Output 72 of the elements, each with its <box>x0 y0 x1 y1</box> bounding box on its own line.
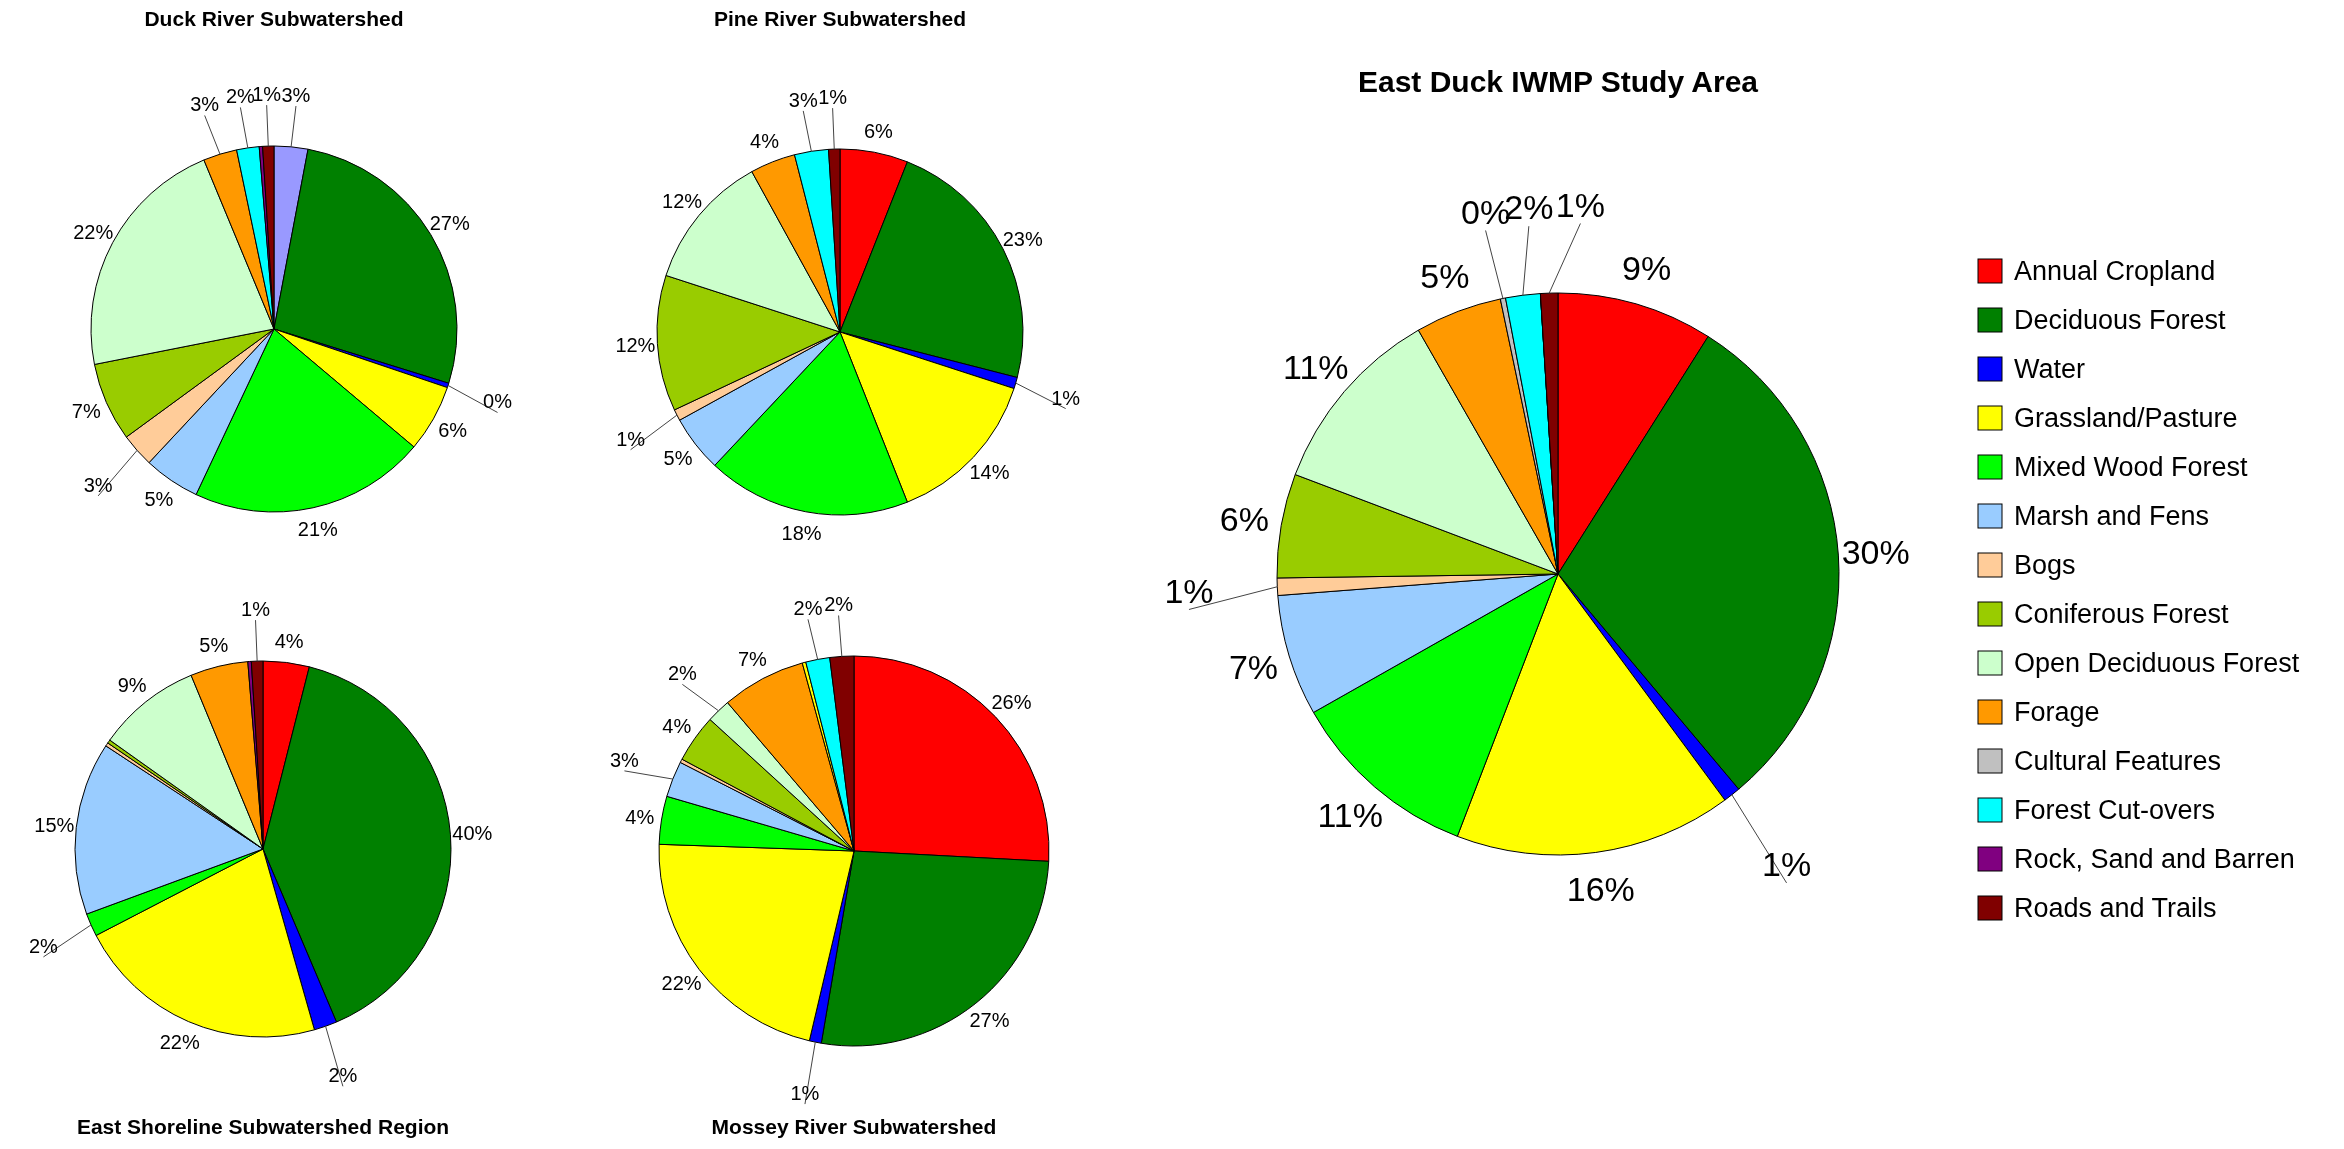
data-label: 7% <box>737 648 768 671</box>
data-label: 16% <box>1566 870 1635 909</box>
data-label: 2% <box>824 593 854 616</box>
data-label: 12% <box>662 190 703 213</box>
data-label: 7% <box>71 400 101 423</box>
data-label: 9% <box>1622 249 1672 288</box>
data-label: 2% <box>328 1064 358 1087</box>
legend-label: Rock, Sand and Barren <box>2014 844 2295 875</box>
data-label: 1% <box>241 598 271 621</box>
data-label: 3% <box>190 93 220 116</box>
data-label: 6% <box>438 418 468 441</box>
data-label: 7% <box>1228 647 1279 686</box>
legend-label: Bogs <box>2014 550 2076 581</box>
data-label: 27% <box>429 212 470 235</box>
legend-label: Roads and Trails <box>2014 893 2217 924</box>
data-label: 30% <box>1841 533 1910 572</box>
data-label: 0% <box>483 390 513 413</box>
legend-label: Forest Cut-overs <box>2014 795 2216 826</box>
data-label: 3% <box>281 84 311 107</box>
legend-label: Coniferous Forest <box>2014 599 2230 630</box>
data-label: 22% <box>661 971 702 994</box>
data-label: 5% <box>199 633 229 656</box>
legend-label: Mixed Wood Forest <box>2014 452 2249 483</box>
data-label: 4% <box>625 805 655 828</box>
data-label: 1% <box>818 86 848 109</box>
data-label: 11% <box>1283 348 1349 387</box>
legend-label: Marsh and Fens <box>2014 501 2210 532</box>
data-label: 27% <box>969 1009 1010 1032</box>
data-label: 4% <box>274 629 304 652</box>
data-label: 15% <box>34 814 75 837</box>
data-label: 1% <box>1164 571 1214 610</box>
data-label: 3% <box>609 748 640 771</box>
legend-label: Water <box>2014 354 2086 385</box>
legend-label: Forage <box>2014 697 2100 728</box>
legend-label: Annual Cropland <box>2014 256 2216 287</box>
chart-title: East Duck IWMP Study Area <box>1357 65 1759 98</box>
data-label: 1% <box>1555 185 1605 224</box>
data-label: 12% <box>615 333 656 356</box>
text: Mossey River Subwatershed <box>711 1115 997 1138</box>
data-label: 3% <box>83 473 113 496</box>
data-label: 9% <box>117 673 147 696</box>
data-label: 26% <box>991 690 1032 713</box>
data-label: 3% <box>788 88 818 111</box>
data-label: 21% <box>297 518 339 541</box>
data-label: 5% <box>1420 257 1470 296</box>
data-label: 14% <box>969 461 1010 484</box>
data-label: 6% <box>863 119 894 142</box>
text: East Shoreline Subwatershed Region <box>76 1115 450 1138</box>
data-label: 1% <box>790 1082 820 1105</box>
legend-label: Deciduous Forest <box>2014 305 2227 336</box>
legend-label: Grassland/Pasture <box>2014 403 2238 434</box>
data-label: 2% <box>793 597 823 620</box>
data-label: 18% <box>781 522 822 545</box>
data-label: 11% <box>1317 796 1383 835</box>
data-label: 40% <box>452 822 493 844</box>
data-label: 1% <box>616 427 646 450</box>
data-label: 5% <box>144 487 174 510</box>
data-label: 1% <box>1051 386 1081 409</box>
data-label: 2% <box>28 934 59 957</box>
data-label: 22% <box>73 221 114 244</box>
data-label: 6% <box>1219 499 1269 538</box>
data-label: 23% <box>1002 227 1043 250</box>
chart-title: Duck River Subwatershed <box>144 7 404 30</box>
data-label: 2% <box>667 662 698 685</box>
legend-label: Open Deciduous Forest <box>2014 648 2300 679</box>
legend-label: Cultural Features <box>2014 746 2222 777</box>
data-label: 4% <box>750 130 780 153</box>
chart-title: Pine River Subwatershed <box>713 7 967 30</box>
data-label: 4% <box>662 714 692 737</box>
data-label: 5% <box>663 446 693 469</box>
data-label: 22% <box>159 1030 200 1053</box>
data-label: 1% <box>1762 845 1812 884</box>
